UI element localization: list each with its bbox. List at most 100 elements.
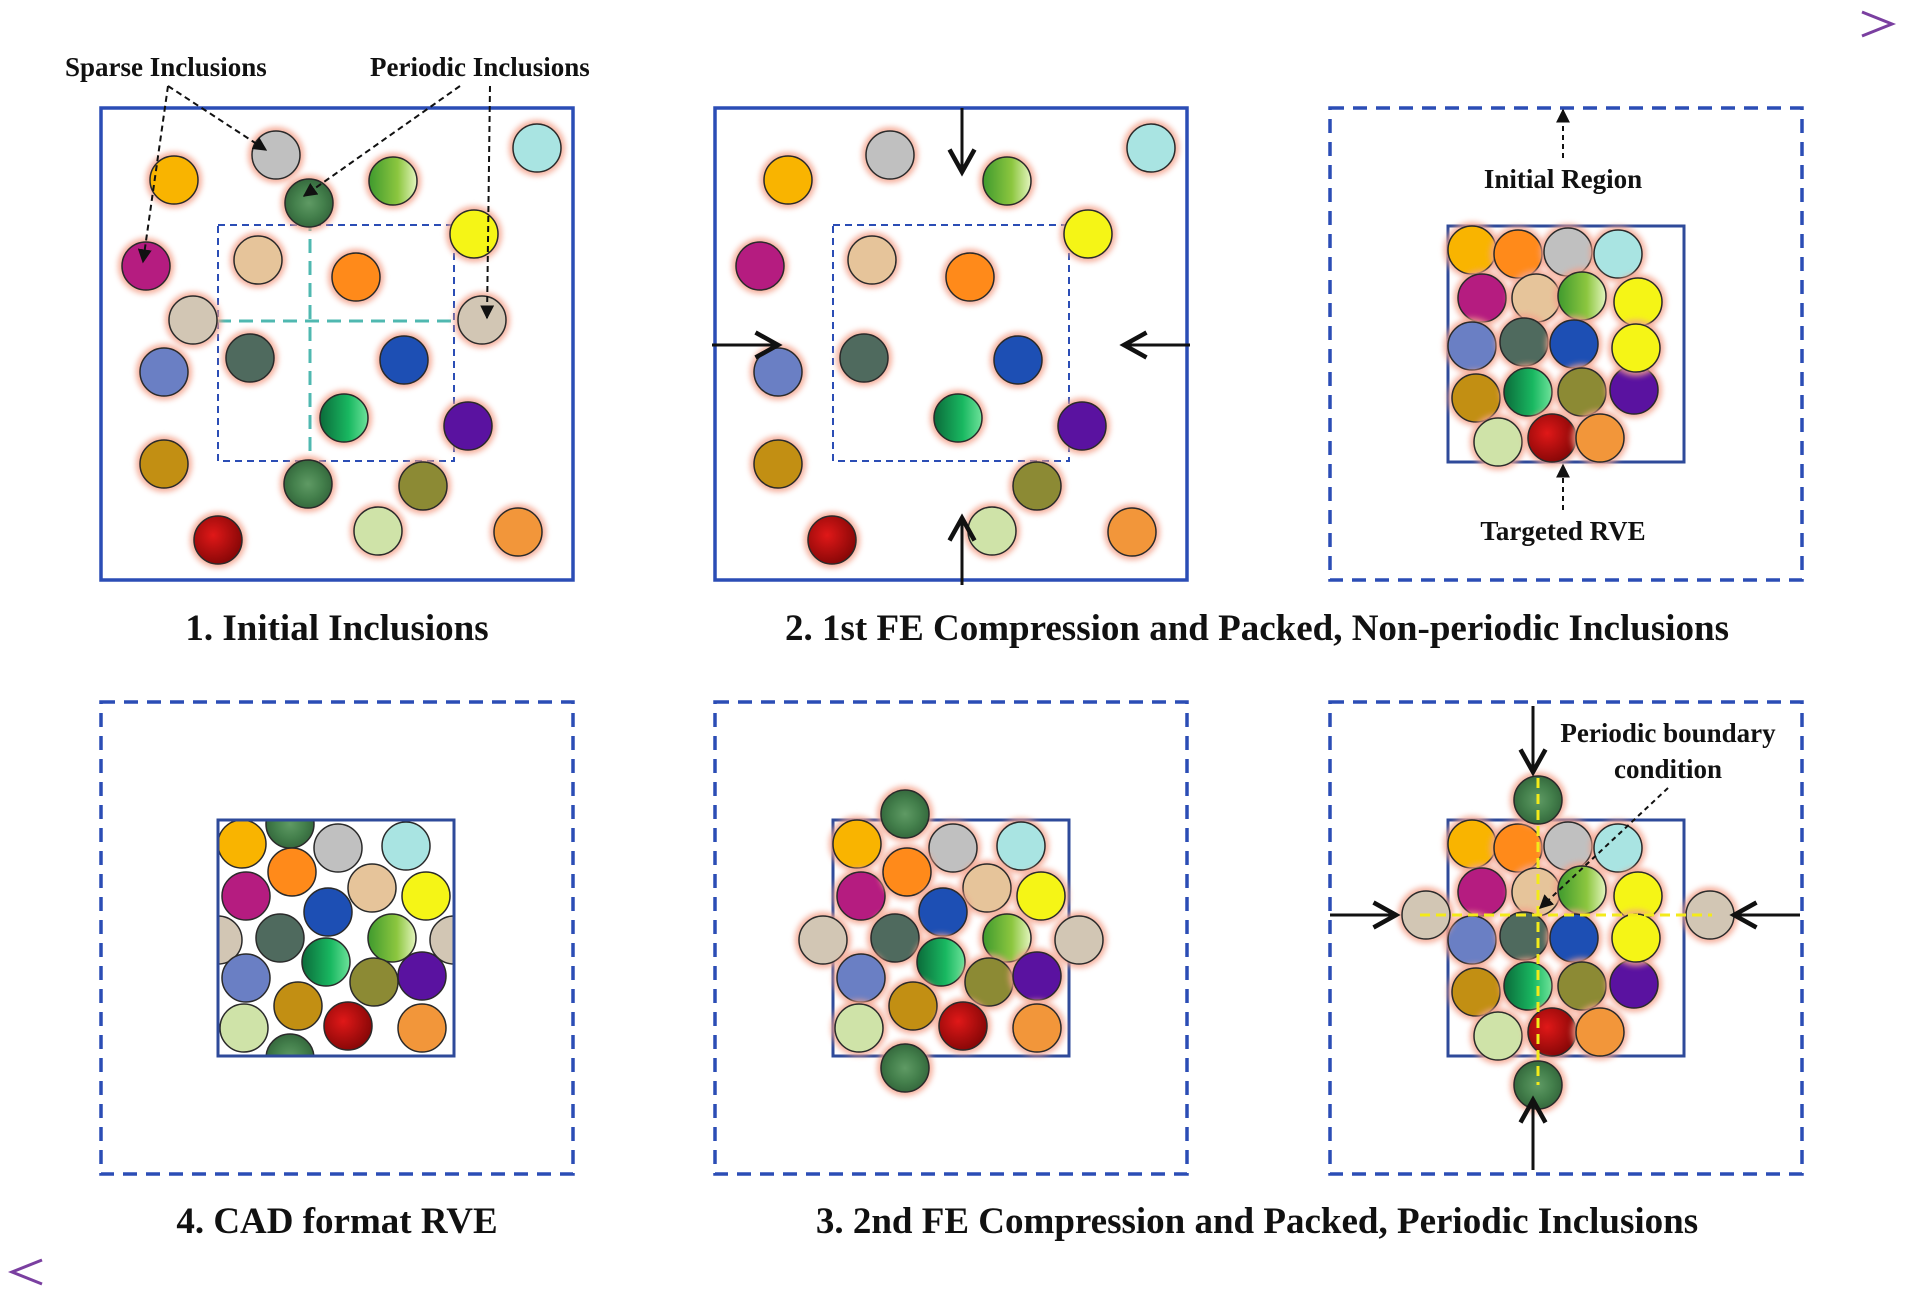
inclusion-tan <box>347 863 397 913</box>
inclusion-ochre <box>139 439 189 489</box>
cad-inclusions-group <box>218 820 454 1056</box>
inclusion-olive <box>1557 367 1607 417</box>
pbc-label-line1: Periodic boundary <box>1560 718 1776 748</box>
periodic-packed-group <box>795 786 1107 1096</box>
inclusion-purple <box>443 401 493 451</box>
inclusion-orange <box>882 847 932 897</box>
bottom-flow-arrow <box>7 1258 1896 1286</box>
inclusion-taupe <box>168 295 218 345</box>
inclusion-ochre <box>273 981 323 1031</box>
inclusion-slate-blue <box>753 347 803 397</box>
inclusion-magenta <box>836 871 886 921</box>
inclusion-dark-gray <box>1499 317 1549 367</box>
inclusion-magenta <box>735 241 785 291</box>
inclusion-red <box>1527 413 1577 463</box>
inclusion-royal-blue <box>918 887 968 937</box>
inclusion-royal-blue <box>379 335 429 385</box>
inclusion-olive <box>398 461 448 511</box>
inclusion-aqua <box>512 123 562 173</box>
annotation-arrows <box>137 85 495 320</box>
inclusion-aqua <box>1126 123 1176 173</box>
inclusion-yellow <box>1016 871 1066 921</box>
inclusion-emerald <box>319 393 369 443</box>
inclusion-yellow <box>1613 277 1663 327</box>
inclusion-marble-green <box>284 178 334 228</box>
inclusion-taupe <box>798 915 848 965</box>
inclusion-taupe <box>218 915 243 965</box>
inclusion-magenta <box>121 241 171 291</box>
inclusion-light-orange <box>1575 413 1625 463</box>
inclusion-pale-green <box>353 506 403 556</box>
inclusion-lime <box>982 156 1032 206</box>
inclusion-light-orange <box>1107 507 1157 557</box>
inclusion-tan <box>962 863 1012 913</box>
inclusion-dark-gray <box>1499 911 1549 961</box>
inclusion-lime <box>1557 271 1607 321</box>
inclusion-purple <box>1012 951 1062 1001</box>
panel-cad-rve <box>99 700 575 1176</box>
inclusion-orange-yellow <box>149 155 199 205</box>
inclusion-orange-yellow <box>218 820 267 869</box>
inclusion-marble-green <box>265 820 315 849</box>
inclusion-silver <box>928 823 978 873</box>
inclusion-aqua <box>1593 823 1643 873</box>
inclusion-taupe <box>457 295 507 345</box>
inclusion-dark-gray <box>255 913 305 963</box>
inclusion-yellow <box>1063 209 1113 259</box>
inclusion-pale-green <box>1473 1011 1523 1061</box>
inclusion-pale-green <box>1473 417 1523 467</box>
inclusion-marble-green <box>880 789 930 839</box>
inclusion-emerald <box>1503 367 1553 417</box>
inclusion-dark-gray <box>225 333 275 383</box>
inclusion-tan <box>847 235 897 285</box>
inclusion-tan <box>233 235 283 285</box>
pbc-label-line2: condition <box>1614 754 1722 784</box>
inclusion-red <box>807 515 857 565</box>
inclusion-purple <box>1609 959 1659 1009</box>
inclusion-slate-blue <box>139 347 189 397</box>
inclusion-red <box>323 1001 373 1051</box>
inclusion-taupe <box>429 915 454 965</box>
inclusion-olive <box>1557 961 1607 1011</box>
inclusion-ochre <box>888 981 938 1031</box>
inclusion-red <box>193 515 243 565</box>
inclusion-aqua <box>1593 229 1643 279</box>
inclusion-red <box>1527 1007 1577 1057</box>
panel-first-compression <box>712 106 1190 585</box>
inclusion-royal-blue <box>1549 913 1599 963</box>
inclusion-ochre <box>1451 967 1501 1017</box>
inclusion-red <box>938 1001 988 1051</box>
inclusion-slate-blue <box>1447 321 1497 371</box>
inclusion-emerald <box>1503 961 1553 1011</box>
inclusion-olive <box>964 957 1014 1007</box>
initial-region-label: Initial Region <box>1484 164 1642 194</box>
pbc-arrows <box>1330 706 1800 1170</box>
panel-packed-nonperiodic: Initial Region Targeted RVE <box>1328 106 1804 582</box>
inclusion-marble-green <box>283 459 333 509</box>
inclusion-emerald <box>916 937 966 987</box>
inclusion-silver <box>865 130 915 180</box>
inclusion-lime <box>367 913 417 963</box>
inclusion-aqua <box>381 821 431 871</box>
inclusion-orange-yellow <box>1447 225 1497 275</box>
sparse-inclusions-label: Sparse Inclusions <box>65 52 267 82</box>
top-flow-arrow <box>10 10 1897 38</box>
inclusion-light-orange <box>397 1003 447 1053</box>
initial-inclusions-group <box>118 120 565 568</box>
inclusion-marble-green <box>265 1033 315 1056</box>
inclusion-lime <box>368 156 418 206</box>
inclusion-pale-green <box>967 506 1017 556</box>
inclusion-yellow <box>1611 323 1661 373</box>
inclusion-olive <box>1012 461 1062 511</box>
inclusion-purple <box>397 951 447 1001</box>
inclusion-ochre <box>753 439 803 489</box>
inclusion-orange <box>945 252 995 302</box>
inclusion-light-orange <box>1012 1003 1062 1053</box>
inclusion-royal-blue <box>303 887 353 937</box>
inclusion-marble-green <box>880 1043 930 1093</box>
inclusion-lime <box>1557 865 1607 915</box>
inclusion-magenta <box>221 871 271 921</box>
inclusion-yellow <box>449 209 499 259</box>
inclusion-taupe <box>1054 915 1104 965</box>
